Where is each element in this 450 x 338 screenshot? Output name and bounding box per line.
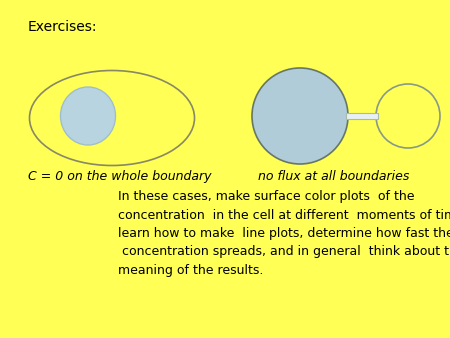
Ellipse shape: [60, 87, 116, 145]
Bar: [346, 113, 378, 119]
Text: C = 0 on the whole boundary: C = 0 on the whole boundary: [28, 170, 212, 183]
Text: no flux at all boundaries: no flux at all boundaries: [258, 170, 410, 183]
Text: Exercises:: Exercises:: [28, 20, 98, 34]
Text: In these cases, make surface color plots  of the
concentration  in the cell at d: In these cases, make surface color plots…: [118, 190, 450, 277]
Circle shape: [252, 68, 348, 164]
